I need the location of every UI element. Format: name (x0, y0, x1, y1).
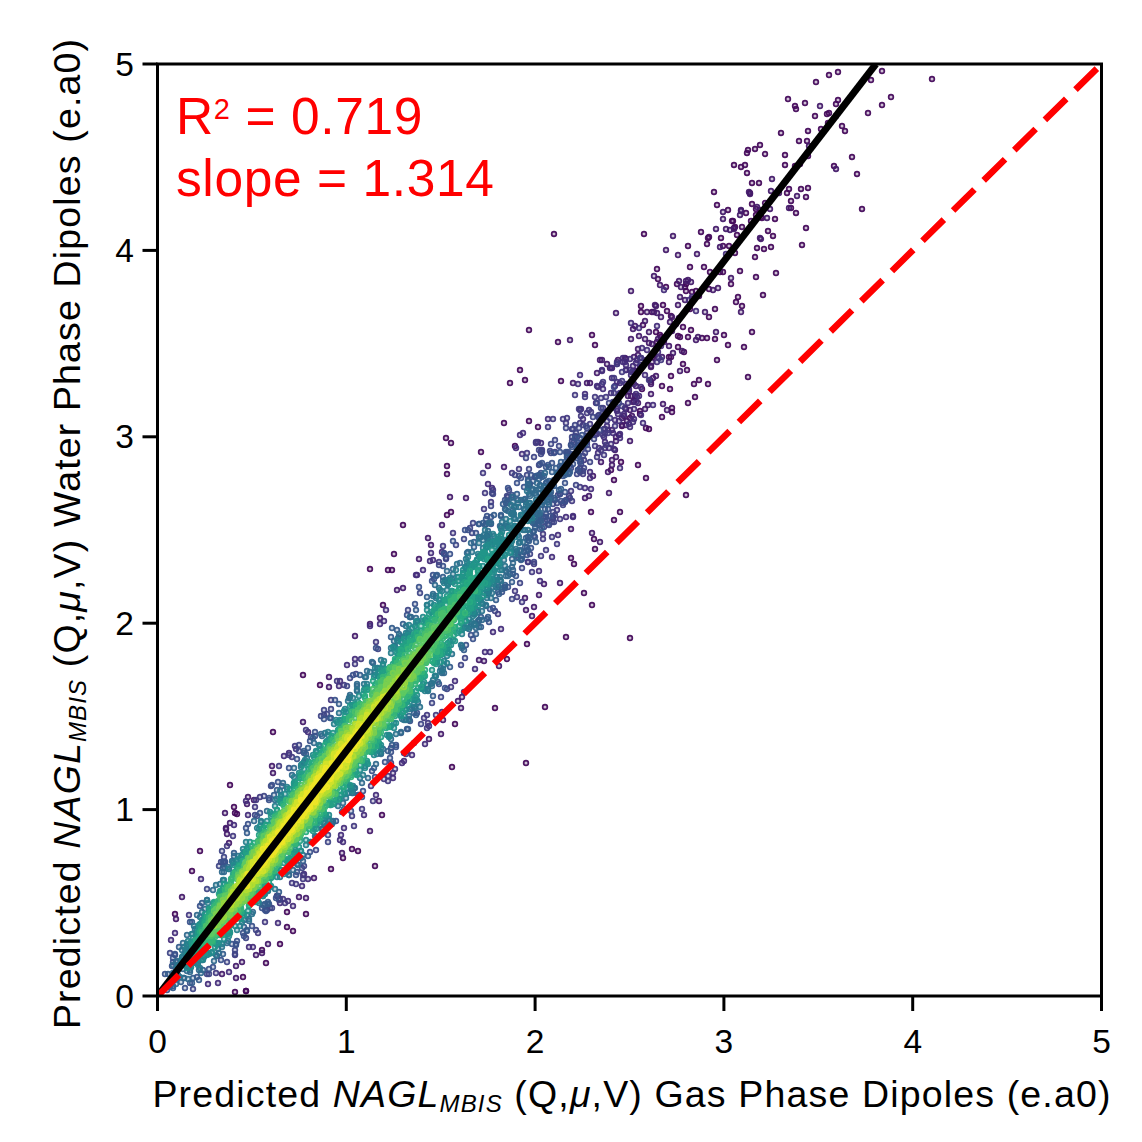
svg-text:slope = 1.314: slope = 1.314 (176, 149, 495, 207)
svg-text:2: 2 (115, 605, 134, 642)
svg-text:2: 2 (526, 1023, 545, 1060)
svg-text:Predicted NAGLMBIS (Q,μ,V) Wat: Predicted NAGLMBIS (Q,μ,V) Water Phase D… (46, 38, 91, 1029)
svg-text:4: 4 (903, 1023, 922, 1060)
svg-text:0: 0 (148, 1023, 167, 1060)
svg-text:3: 3 (115, 418, 134, 455)
svg-text:0: 0 (115, 978, 134, 1015)
svg-text:3: 3 (715, 1023, 734, 1060)
svg-text:1: 1 (337, 1023, 356, 1060)
svg-text:5: 5 (115, 46, 134, 83)
svg-text:R2 = 0.719: R2 = 0.719 (176, 87, 423, 145)
svg-text:5: 5 (1092, 1023, 1111, 1060)
svg-text:4: 4 (115, 232, 134, 269)
svg-text:1: 1 (115, 791, 134, 828)
svg-text:Predicted NAGLMBIS (Q,μ,V) Gas: Predicted NAGLMBIS (Q,μ,V) Gas Phase Dip… (152, 1073, 1111, 1118)
